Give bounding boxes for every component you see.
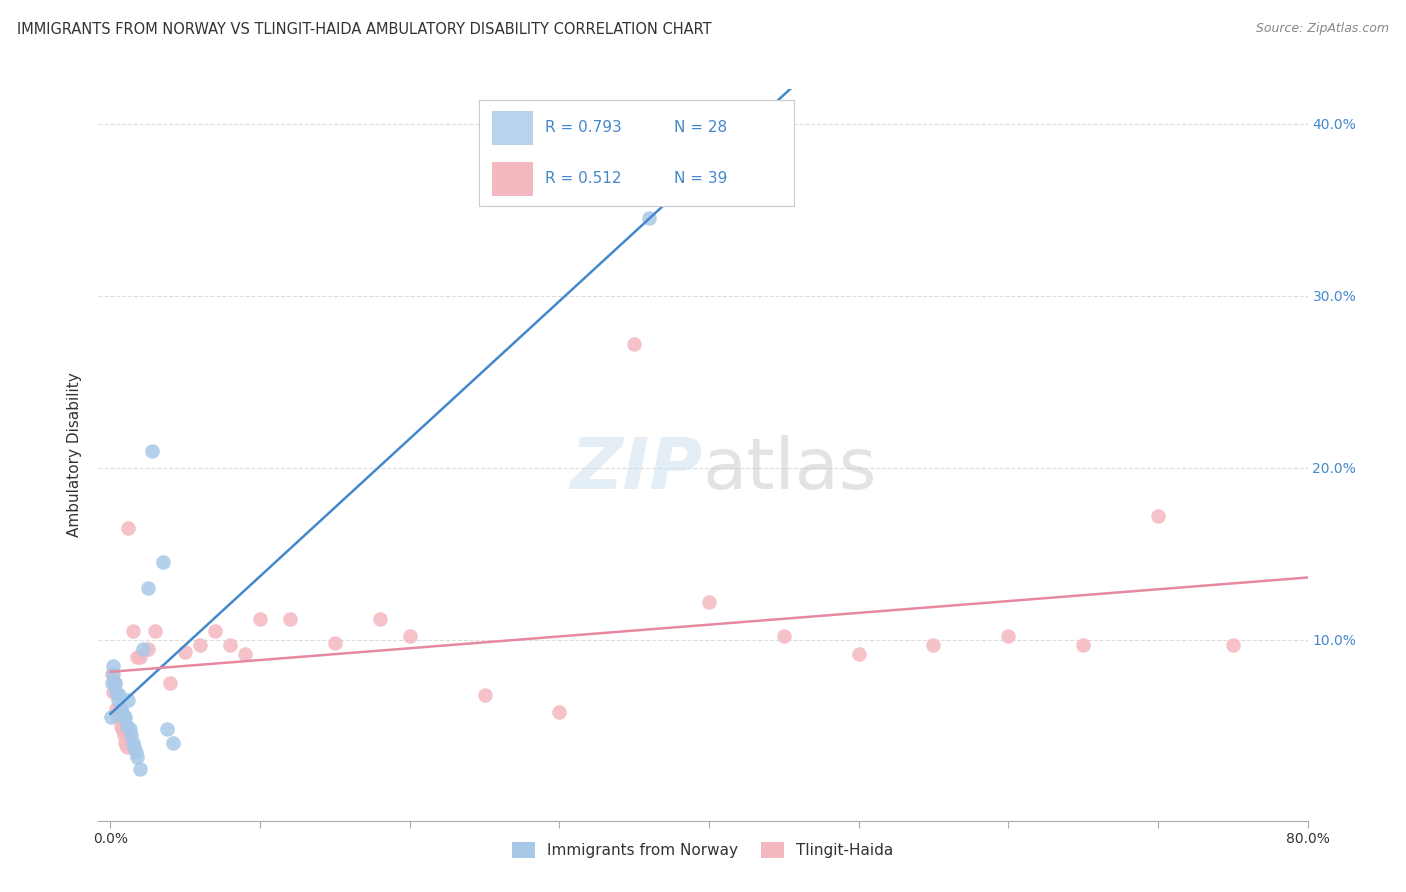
Point <box>127 750 149 764</box>
Point <box>162 736 184 750</box>
Point <box>115 739 138 754</box>
Point <box>101 667 124 681</box>
Point <box>204 624 226 639</box>
Point <box>249 612 271 626</box>
Text: Source: ZipAtlas.com: Source: ZipAtlas.com <box>1256 22 1389 36</box>
Point <box>474 688 496 702</box>
Point <box>188 638 211 652</box>
Point <box>111 705 134 719</box>
Y-axis label: Ambulatory Disability: Ambulatory Disability <box>67 373 83 537</box>
Point <box>108 688 131 702</box>
Point <box>368 612 391 626</box>
Point <box>219 638 242 652</box>
Point <box>152 556 174 570</box>
Point <box>114 710 136 724</box>
Point <box>398 630 420 644</box>
Point <box>922 638 945 652</box>
Point <box>104 676 127 690</box>
Point <box>100 710 122 724</box>
Point <box>1147 508 1170 523</box>
Point <box>127 650 149 665</box>
Point <box>114 736 136 750</box>
Point <box>548 705 571 719</box>
Point <box>323 636 346 650</box>
Point <box>121 736 143 750</box>
Point <box>101 676 124 690</box>
Point <box>115 719 138 733</box>
Point <box>107 693 129 707</box>
Point <box>112 728 135 742</box>
Text: atlas: atlas <box>703 435 877 504</box>
Point <box>110 702 132 716</box>
Point <box>233 647 256 661</box>
Point <box>103 684 125 698</box>
Point <box>104 676 127 690</box>
Point <box>129 650 152 665</box>
Point <box>1222 638 1244 652</box>
Point <box>105 684 128 698</box>
Point <box>278 612 301 626</box>
Point <box>111 723 134 737</box>
Point <box>638 211 661 226</box>
Point <box>120 728 142 742</box>
Point <box>848 647 870 661</box>
Point <box>697 595 720 609</box>
Point <box>103 667 125 681</box>
Point <box>772 630 794 644</box>
Point <box>121 624 143 639</box>
Point <box>159 676 181 690</box>
Point <box>117 693 139 707</box>
Point <box>124 739 146 754</box>
Point <box>112 710 135 724</box>
Point <box>132 641 155 656</box>
Point <box>997 630 1019 644</box>
Point <box>118 723 141 737</box>
Point <box>623 337 645 351</box>
Point <box>156 723 179 737</box>
Point <box>136 582 159 596</box>
Point <box>117 521 139 535</box>
Point <box>125 745 148 759</box>
Point <box>143 624 166 639</box>
Point <box>107 710 129 724</box>
Point <box>141 443 163 458</box>
Legend: Immigrants from Norway, Tlingit-Haida: Immigrants from Norway, Tlingit-Haida <box>506 836 900 864</box>
Point <box>129 762 152 776</box>
Point <box>174 645 197 659</box>
Point <box>136 641 159 656</box>
Point <box>1071 638 1094 652</box>
Point <box>108 702 131 716</box>
Point <box>105 702 128 716</box>
Point <box>103 658 125 673</box>
Text: IMMIGRANTS FROM NORWAY VS TLINGIT-HAIDA AMBULATORY DISABILITY CORRELATION CHART: IMMIGRANTS FROM NORWAY VS TLINGIT-HAIDA … <box>17 22 711 37</box>
Point <box>110 719 132 733</box>
Text: ZIP: ZIP <box>571 435 703 504</box>
